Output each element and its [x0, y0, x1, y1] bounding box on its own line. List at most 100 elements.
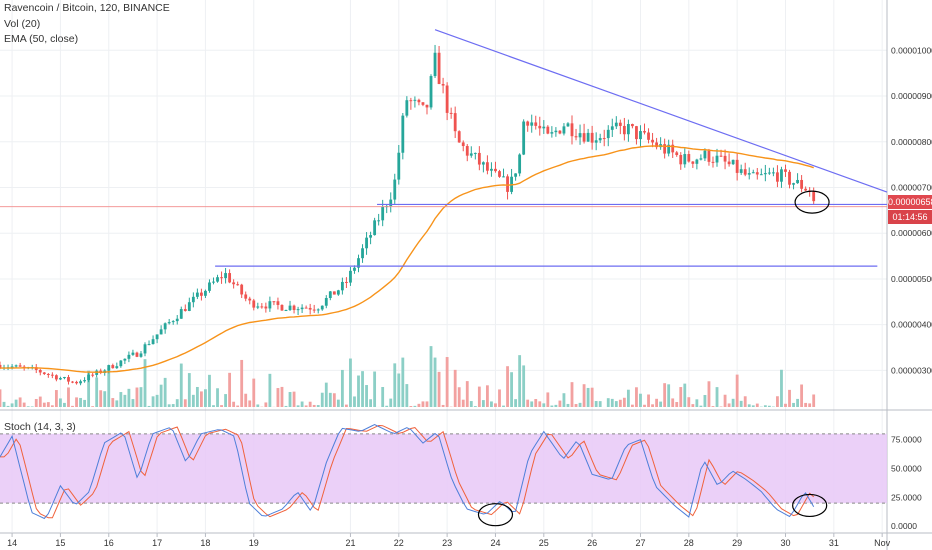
volume-bar	[578, 402, 582, 407]
volume-bar	[385, 405, 389, 407]
candle-body	[10, 366, 14, 368]
volume-bar	[163, 377, 167, 407]
ema-path	[0, 145, 814, 373]
volume-bar	[381, 387, 385, 407]
volume-bar	[264, 402, 268, 407]
volume-bar	[236, 405, 240, 407]
volume-bar	[224, 394, 227, 407]
candlesticks[interactable]	[0, 44, 816, 386]
volume-bar	[723, 394, 727, 407]
volume-bar	[598, 401, 602, 407]
volume-bar	[437, 371, 441, 407]
volume-bar	[75, 397, 78, 407]
candle-body	[123, 358, 127, 361]
trendlines[interactable]	[0, 29, 888, 267]
candle-body	[747, 173, 751, 175]
volume-bar	[727, 403, 731, 407]
candle-body	[651, 139, 654, 143]
volume-bar	[312, 404, 316, 407]
volume-bar	[361, 371, 364, 407]
annotation-circle	[792, 493, 828, 518]
volume-bar	[457, 387, 461, 407]
volume-bar	[34, 398, 38, 407]
volume-bar	[6, 405, 10, 407]
candle-body	[83, 380, 87, 382]
candle-body	[107, 365, 111, 371]
candle-body	[212, 281, 215, 283]
time-tick-label: 24	[490, 538, 500, 548]
volume-bar	[179, 363, 183, 407]
volume-bar	[71, 405, 74, 407]
candle-body	[610, 126, 614, 130]
volume-bar	[292, 391, 296, 407]
candle-body	[457, 131, 461, 143]
volume-bar	[631, 404, 634, 407]
candle-body	[139, 353, 143, 357]
candle-body	[248, 298, 252, 301]
volume-bar	[26, 406, 30, 407]
candle-body	[284, 310, 288, 312]
candle-body	[558, 130, 562, 134]
volume-bar	[586, 387, 590, 407]
annotation-circle	[794, 190, 830, 214]
axes: 0.00000300 0.00000400 0.00000500 0.00000600…	[7, 45, 932, 548]
stoch-tick-label: 50.0000	[891, 463, 922, 473]
volume-bar	[79, 397, 82, 407]
candle-body	[377, 220, 381, 222]
legend-volume: Vol (20)	[4, 18, 41, 30]
candle-body	[780, 169, 783, 182]
candle-body	[163, 323, 167, 330]
volume-bar	[510, 372, 513, 407]
volume-bar	[95, 377, 99, 407]
annotation-circles[interactable]	[477, 190, 830, 527]
candle-body	[328, 291, 332, 299]
candle-body	[534, 122, 538, 126]
candle-body	[433, 52, 437, 77]
legend-stoch: Stoch (14, 3, 3)	[4, 421, 76, 433]
candle-body	[365, 237, 368, 249]
candle-body	[75, 381, 78, 384]
candle-body	[373, 220, 377, 236]
price-tick-label: 0.00001000	[891, 45, 932, 55]
volume-bar	[107, 367, 111, 407]
volume-bar	[256, 404, 260, 407]
time-tick-label: 19	[249, 538, 259, 548]
candle-body	[244, 294, 248, 299]
candle-body	[393, 179, 397, 200]
candle-body	[151, 339, 155, 345]
candle-body	[477, 152, 481, 165]
volume-bar	[546, 392, 550, 407]
candle-body	[514, 173, 518, 177]
volume-bar	[747, 404, 751, 407]
volume-bar	[216, 388, 219, 407]
volume-bar	[675, 402, 679, 407]
volume-bar	[502, 405, 505, 407]
volume-bar	[159, 384, 163, 407]
volume-bar	[316, 405, 320, 407]
volume-bar	[582, 384, 586, 407]
volume-bar	[417, 403, 421, 407]
candle-body	[453, 113, 457, 132]
candle-body	[155, 334, 159, 340]
candle-body	[59, 378, 62, 380]
volume-bar	[538, 401, 542, 407]
volume-bar	[671, 398, 675, 407]
candle-body	[481, 162, 485, 165]
candle-body	[232, 282, 236, 285]
candle-body	[46, 374, 50, 376]
candle-body	[715, 155, 719, 163]
candle-body	[518, 154, 522, 174]
candle-body	[308, 307, 312, 310]
candle-body	[759, 174, 763, 176]
volume-bar	[574, 404, 578, 407]
candle-body	[127, 354, 131, 359]
candle-body	[304, 307, 308, 309]
candle-body	[788, 171, 791, 185]
candle-body	[546, 126, 550, 134]
volume-bar	[204, 389, 207, 407]
volume-bar	[731, 398, 735, 407]
candle-body	[236, 284, 240, 286]
candle-body	[187, 302, 191, 311]
volume-bar	[276, 388, 280, 407]
